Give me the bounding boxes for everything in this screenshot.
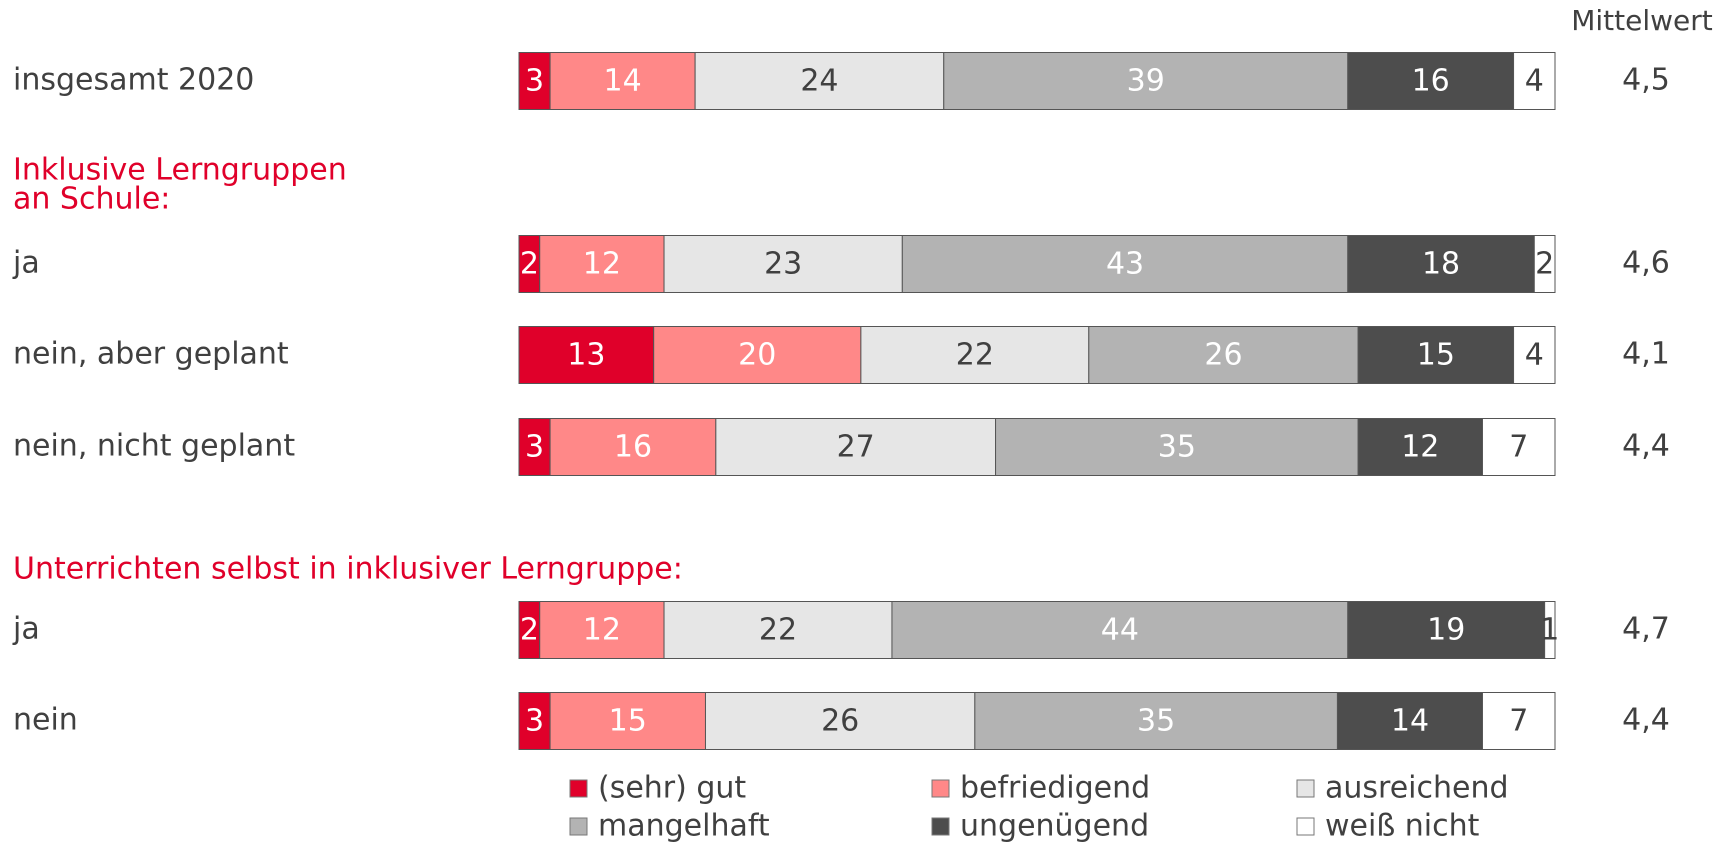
data-label: 14 xyxy=(1391,704,1429,739)
bar-segment xyxy=(663,601,893,659)
category-label: ja xyxy=(12,246,40,281)
bar-segment xyxy=(1481,418,1556,476)
data-label: 3 xyxy=(525,430,544,465)
legend-swatch xyxy=(931,817,950,836)
legend-swatch xyxy=(1296,817,1315,836)
legend-label: (sehr) gut xyxy=(598,771,746,806)
bar-segment xyxy=(549,692,706,750)
data-label: 19 xyxy=(1427,613,1465,648)
group-title: an Schule: xyxy=(13,182,170,217)
bar-segment xyxy=(1481,692,1556,750)
data-label: 7 xyxy=(1509,430,1528,465)
data-label: 4 xyxy=(1525,64,1544,99)
bar-segment xyxy=(901,235,1349,293)
mean-value: 4,6 xyxy=(1622,246,1670,281)
bar-segment xyxy=(1357,326,1515,384)
category-label: insgesamt 2020 xyxy=(13,63,254,98)
legend-label: ausreichend xyxy=(1325,771,1509,806)
bar-segment xyxy=(1513,52,1556,110)
data-label: 12 xyxy=(583,247,621,282)
data-label: 35 xyxy=(1137,704,1175,739)
mean-value: 4,7 xyxy=(1622,612,1670,647)
data-label: 15 xyxy=(609,704,647,739)
bar-segment xyxy=(715,418,997,476)
data-label: 12 xyxy=(1401,430,1439,465)
legend-swatch xyxy=(1296,779,1315,798)
data-label: 13 xyxy=(567,338,605,373)
data-label: 1 xyxy=(1540,613,1559,648)
legend-label: befriedigend xyxy=(960,771,1150,806)
bar-segment xyxy=(1513,326,1556,384)
data-label: 3 xyxy=(525,704,544,739)
bar-segment xyxy=(663,235,903,293)
data-label: 4 xyxy=(1525,338,1544,373)
bar-segment xyxy=(539,235,665,293)
bar-segment xyxy=(860,326,1090,384)
data-label: 16 xyxy=(614,430,652,465)
data-label: 26 xyxy=(821,704,859,739)
data-label: 14 xyxy=(604,64,642,99)
category-label: nein, aber geplant xyxy=(13,337,289,372)
data-label: 26 xyxy=(1204,338,1242,373)
bar-segment xyxy=(549,418,717,476)
bar-segment xyxy=(1533,235,1556,293)
category-label: nein, nicht geplant xyxy=(13,429,295,464)
bar-segment xyxy=(1088,326,1359,384)
legend-swatch xyxy=(569,779,588,798)
group-title: Inklusive Lerngruppen xyxy=(13,153,347,188)
bar-segment xyxy=(1347,601,1546,659)
bar-segment xyxy=(1347,235,1535,293)
data-label: 12 xyxy=(583,613,621,648)
data-label: 35 xyxy=(1158,430,1196,465)
legend-label: weiß nicht xyxy=(1325,809,1480,844)
data-label: 20 xyxy=(738,338,776,373)
data-label: 2 xyxy=(1535,247,1554,282)
data-label: 23 xyxy=(764,247,802,282)
bar-segment xyxy=(974,692,1338,750)
data-label: 22 xyxy=(759,613,797,648)
data-label: 44 xyxy=(1101,613,1139,648)
mean-value: 4,1 xyxy=(1622,337,1670,372)
data-label: 16 xyxy=(1412,64,1450,99)
mean-value: 4,5 xyxy=(1622,63,1670,98)
bar-segment xyxy=(518,692,551,750)
data-label: 43 xyxy=(1106,247,1144,282)
data-label: 2 xyxy=(520,613,539,648)
bar-segment xyxy=(518,326,655,384)
bar-segment xyxy=(539,601,665,659)
data-label: 3 xyxy=(525,64,544,99)
bar-segment xyxy=(1357,418,1483,476)
group-title: Unterrichten selbst in inklusiver Lerngr… xyxy=(13,552,683,587)
data-label: 15 xyxy=(1417,338,1455,373)
bar-segment xyxy=(943,52,1349,110)
bar-segment xyxy=(1544,601,1556,659)
data-label: 24 xyxy=(800,64,838,99)
data-label: 22 xyxy=(956,338,994,373)
data-label: 7 xyxy=(1509,704,1528,739)
bar-segment xyxy=(549,52,696,110)
bar-segment xyxy=(518,52,551,110)
data-label: 39 xyxy=(1127,64,1165,99)
category-label: nein xyxy=(13,703,78,738)
bar-segment xyxy=(1347,52,1515,110)
data-label: 18 xyxy=(1422,247,1460,282)
legend-label: ungenügend xyxy=(960,809,1149,844)
data-label: 2 xyxy=(520,247,539,282)
legend-swatch xyxy=(569,817,588,836)
mean-value: 4,4 xyxy=(1622,703,1670,738)
bar-segment xyxy=(694,52,945,110)
legend-label: mangelhaft xyxy=(598,809,770,844)
bar-segment xyxy=(518,418,551,476)
mean-header: Mittelwert xyxy=(1571,4,1713,37)
category-label: ja xyxy=(12,612,40,647)
legend-swatch xyxy=(931,779,950,798)
data-label: 27 xyxy=(837,430,875,465)
mean-value: 4,4 xyxy=(1622,429,1670,464)
